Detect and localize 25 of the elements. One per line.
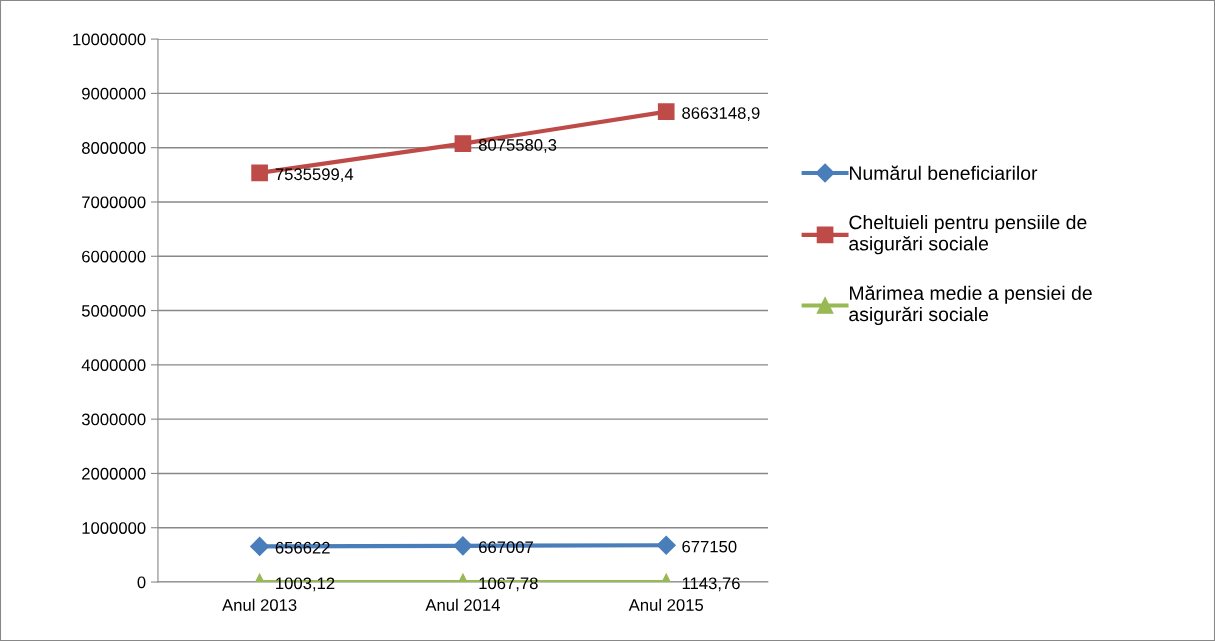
data-label: 7535599,4	[275, 168, 354, 183]
legend-label: Cheltuieli pentru pensiile de asigurări sociale	[849, 214, 1087, 255]
x-tick-label: Anul 2013	[222, 598, 297, 611]
point	[657, 103, 675, 121]
y-tick-label: 9000000	[82, 87, 146, 100]
y-tick-label: 0	[137, 576, 146, 589]
data-label: 677150	[682, 540, 737, 553]
x-tick-label: Anul 2014	[425, 598, 500, 611]
data-label: 1143,76	[682, 577, 740, 592]
legend-label: Numărul beneficiarilor	[850, 165, 1038, 181]
point	[251, 164, 268, 182]
data-label: 8075580,3	[478, 139, 557, 153]
y-tick-label: 3000000	[81, 413, 146, 426]
legend-label: Mărimea medie a pensiei de asigurări sociale	[849, 285, 1092, 326]
x-tick-label: Anul 2015	[628, 598, 704, 611]
point	[454, 135, 472, 152]
y-tick-label: 5000000	[81, 304, 146, 317]
y-tick-label: 6000000	[82, 250, 146, 263]
y-tick-label: 2000000	[82, 467, 146, 480]
y-tick-label: 4000000	[81, 359, 146, 372]
data-label: 8663148,9	[682, 107, 760, 121]
y-tick-label: 7000000	[82, 196, 146, 209]
y-tick-label: 10000000	[73, 33, 146, 46]
y-tick-label: 8000000	[81, 142, 146, 154]
y-tick-label: 1000000	[82, 522, 146, 534]
